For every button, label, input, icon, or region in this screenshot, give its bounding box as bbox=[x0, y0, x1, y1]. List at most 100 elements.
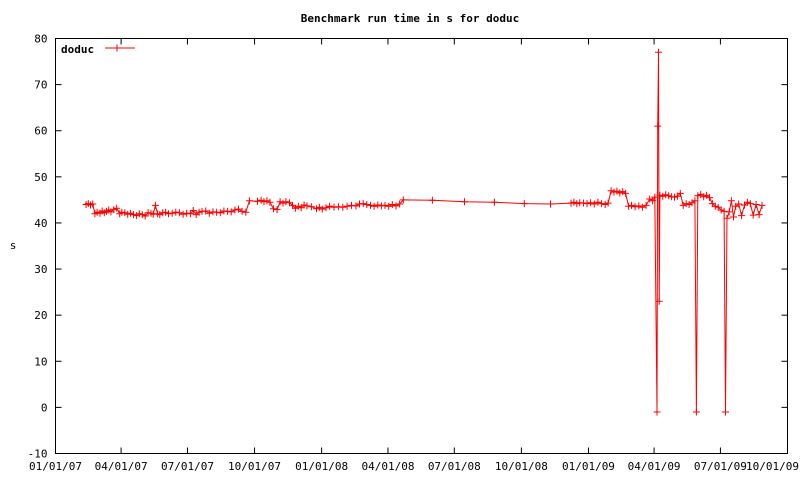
y-tick-label-3: 20 bbox=[34, 309, 47, 322]
data-point-54 bbox=[242, 208, 250, 216]
data-point-82 bbox=[343, 202, 351, 210]
plot-frame bbox=[55, 38, 788, 454]
data-point-33 bbox=[168, 209, 176, 217]
data-point-168 bbox=[746, 200, 754, 208]
data-point-100 bbox=[490, 198, 498, 206]
data-point-93 bbox=[385, 202, 393, 210]
legend-marker bbox=[113, 44, 121, 52]
data-point-102 bbox=[547, 200, 554, 208]
data-point-31 bbox=[162, 208, 170, 216]
y-tick-label-0: -10 bbox=[28, 448, 48, 461]
data-point-146 bbox=[691, 197, 699, 205]
x-tick-label-3: 10/01/07 bbox=[228, 460, 281, 473]
data-point-94 bbox=[388, 201, 396, 208]
y-tick-label-1: 0 bbox=[41, 401, 48, 414]
data-point-88 bbox=[367, 201, 374, 209]
x-tick-label-6: 07/01/08 bbox=[428, 460, 481, 473]
data-point-65 bbox=[282, 198, 290, 206]
data-point-136 bbox=[662, 191, 670, 199]
data-point-5 bbox=[93, 208, 101, 216]
data-point-3 bbox=[89, 200, 97, 208]
data-point-27 bbox=[151, 201, 159, 209]
data-point-171 bbox=[755, 211, 763, 219]
data-point-44 bbox=[205, 209, 213, 217]
data-point-120 bbox=[622, 189, 630, 197]
data-point-164 bbox=[735, 200, 743, 208]
data-point-22 bbox=[138, 211, 146, 219]
data-point-131 bbox=[654, 122, 662, 130]
data-point-98 bbox=[428, 196, 436, 204]
x-axis: 01/01/07 04/01/07 07/01/07 10/01/07 01/01/08… bbox=[29, 38, 799, 473]
data-point-161 bbox=[727, 197, 735, 205]
data-point-51 bbox=[231, 206, 239, 214]
y-axis-label: s bbox=[10, 239, 17, 252]
x-tick-label-4: 01/01/08 bbox=[295, 460, 348, 473]
x-tick-label-0: 01/01/07 bbox=[29, 460, 82, 473]
data-point-135 bbox=[659, 192, 667, 200]
chart-title: Benchmark run time in s for doduc bbox=[301, 12, 520, 25]
data-point-75 bbox=[315, 203, 323, 211]
x-tick-label-7: 10/01/08 bbox=[495, 460, 548, 473]
data-point-60 bbox=[266, 198, 274, 206]
data-point-123 bbox=[631, 203, 639, 211]
data-point-72 bbox=[303, 202, 311, 210]
data-point-23 bbox=[141, 212, 149, 220]
data-point-55 bbox=[245, 197, 253, 205]
data-point-39 bbox=[189, 207, 197, 214]
data-point-162 bbox=[730, 213, 737, 221]
data-point-78 bbox=[326, 202, 334, 210]
data-point-50 bbox=[227, 208, 235, 216]
y-tick-label-5: 40 bbox=[34, 217, 47, 230]
data-point-165 bbox=[738, 212, 746, 220]
data-point-36 bbox=[179, 210, 187, 218]
data-point-21 bbox=[135, 210, 143, 218]
data-point-122 bbox=[628, 201, 635, 209]
data-point-89 bbox=[370, 202, 378, 210]
series-layer bbox=[82, 48, 766, 416]
y-tick-label-9: 80 bbox=[34, 33, 47, 46]
data-point-95 bbox=[392, 202, 400, 210]
data-point-156 bbox=[717, 206, 725, 214]
legend: doduc bbox=[61, 43, 135, 56]
data-point-169 bbox=[749, 211, 757, 219]
data-point-139 bbox=[671, 193, 678, 201]
data-point-141 bbox=[676, 189, 684, 197]
data-point-124 bbox=[635, 202, 643, 210]
data-point-152 bbox=[706, 194, 713, 202]
data-point-69 bbox=[294, 202, 302, 210]
data-point-101 bbox=[520, 200, 528, 208]
data-point-58 bbox=[260, 198, 268, 206]
data-point-129 bbox=[651, 193, 659, 201]
data-point-62 bbox=[273, 206, 281, 214]
data-point-143 bbox=[682, 200, 690, 208]
data-point-154 bbox=[711, 202, 719, 210]
data-point-64 bbox=[279, 199, 287, 207]
data-point-90 bbox=[374, 201, 382, 209]
data-point-99 bbox=[461, 198, 468, 206]
data-point-116 bbox=[610, 188, 618, 196]
data-point-81 bbox=[339, 203, 347, 211]
data-point-130 bbox=[653, 408, 661, 416]
x-tick-label-10: 07/01/09 bbox=[694, 460, 747, 473]
data-point-19 bbox=[130, 211, 137, 219]
data-point-170 bbox=[752, 201, 760, 208]
data-point-112 bbox=[598, 200, 606, 208]
data-point-59 bbox=[263, 197, 271, 205]
data-point-13 bbox=[113, 204, 121, 212]
data-point-86 bbox=[359, 200, 367, 208]
y-tick-label-4: 30 bbox=[34, 263, 47, 276]
data-point-128 bbox=[649, 197, 657, 205]
data-point-111 bbox=[594, 198, 602, 206]
data-point-52 bbox=[235, 205, 242, 213]
data-point-127 bbox=[646, 195, 654, 203]
data-point-121 bbox=[625, 202, 633, 210]
data-point-96 bbox=[396, 200, 404, 208]
data-point-133 bbox=[655, 297, 663, 305]
data-point-137 bbox=[665, 192, 673, 200]
data-point-132 bbox=[655, 48, 662, 56]
data-point-73 bbox=[307, 203, 315, 211]
data-point-97 bbox=[399, 196, 407, 204]
data-point-142 bbox=[679, 201, 687, 209]
x-tick-label-5: 04/01/08 bbox=[361, 460, 414, 473]
